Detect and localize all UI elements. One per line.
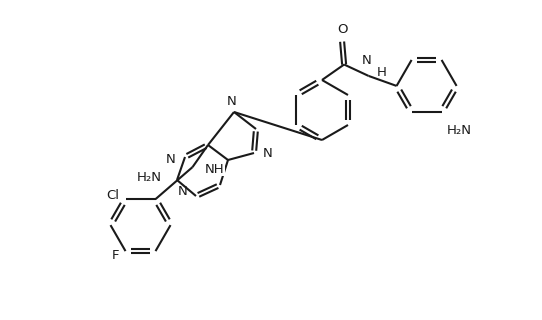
Text: H₂N: H₂N (447, 124, 472, 137)
Text: F: F (112, 249, 120, 261)
Text: N: N (362, 54, 371, 67)
Text: NH: NH (204, 163, 224, 176)
Text: N: N (227, 95, 237, 108)
Text: H: H (377, 67, 386, 79)
Text: N: N (263, 147, 273, 159)
Text: N: N (178, 185, 188, 197)
Text: N: N (166, 153, 176, 165)
Text: O: O (337, 23, 347, 36)
Text: Cl: Cl (107, 188, 120, 202)
Text: H₂N: H₂N (137, 171, 162, 183)
